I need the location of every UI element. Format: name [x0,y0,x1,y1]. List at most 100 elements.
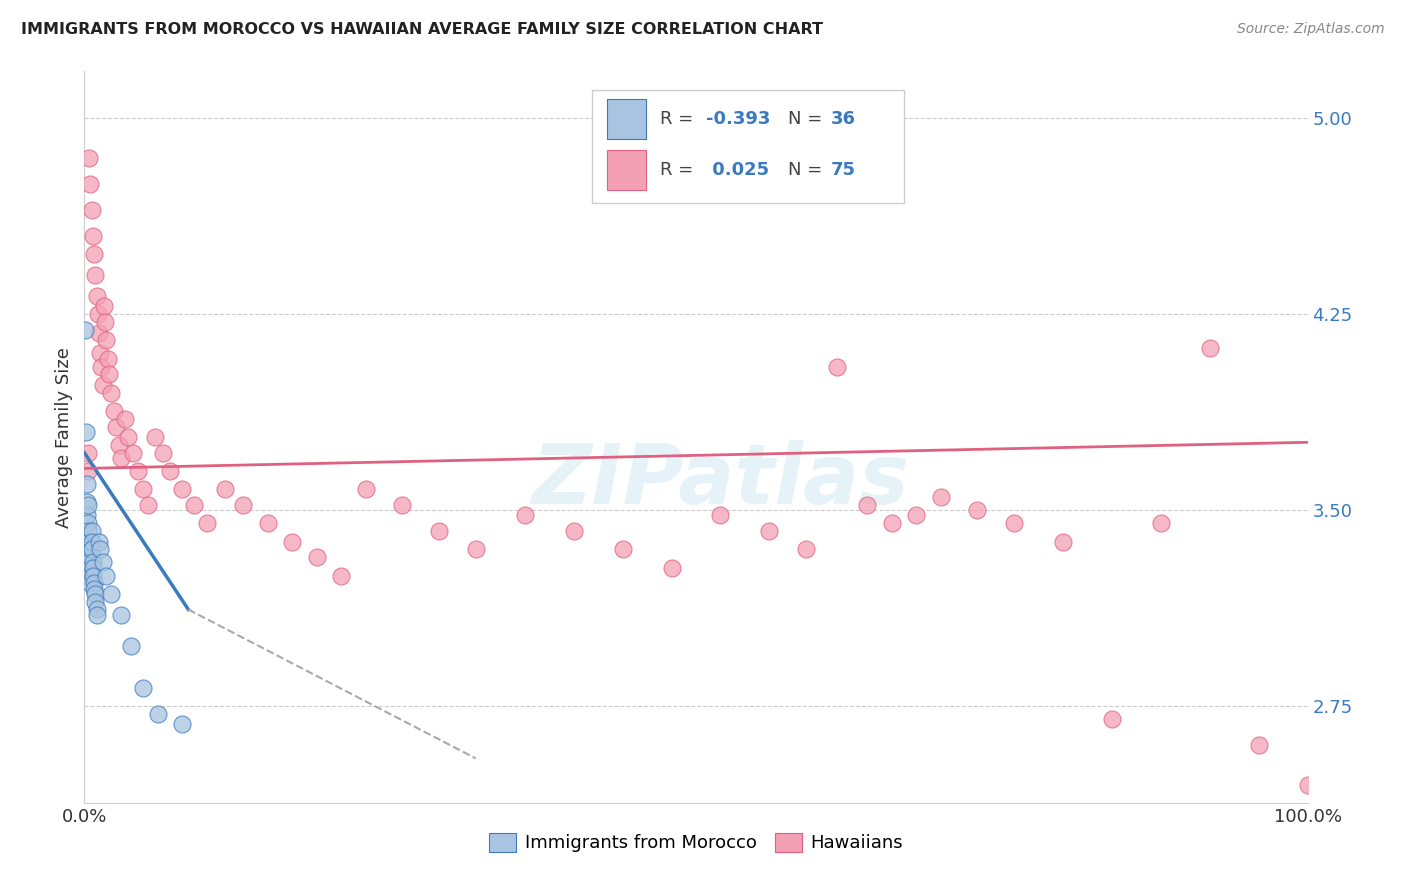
Point [513,508,536,523]
Text: 75: 75 [831,161,855,179]
Point [86,602,108,616]
Point [929,490,952,504]
Point [77,542,100,557]
Point [87,307,110,321]
Point [172,717,194,731]
Point [93,300,115,314]
Point [90,359,112,374]
Point [330,568,353,582]
Text: N =: N = [787,110,828,128]
Point [183,498,205,512]
Point [152,446,174,460]
Point [122,446,145,460]
Point [79,177,101,191]
Point [880,516,903,531]
Point [905,508,928,523]
Point [86,607,108,622]
Point [1150,516,1173,531]
Point [214,483,236,497]
Text: 0.025: 0.025 [706,161,769,179]
Point [77,151,100,165]
Point [96,568,118,582]
Point [464,542,486,557]
Text: Source: ZipAtlas.com: Source: ZipAtlas.com [1237,22,1385,37]
Point [966,503,988,517]
Point [94,315,117,329]
Point [107,438,129,452]
Text: R =: R = [661,110,700,128]
Point [77,498,100,512]
Bar [606,99,645,139]
Point [132,681,155,695]
Point [91,377,114,392]
Point [84,587,107,601]
Point [281,534,304,549]
Point [89,346,111,360]
Point [825,359,848,374]
Point [80,202,103,217]
Point [305,550,328,565]
Point [103,404,125,418]
Point [79,568,101,582]
Point [87,534,110,549]
Point [257,516,280,531]
Point [1002,516,1025,531]
Point [77,524,100,538]
Point [794,542,817,557]
Point [89,542,111,557]
Point [127,464,149,478]
Point [76,874,98,888]
Point [96,334,118,348]
Point [132,483,155,497]
Point [1198,341,1220,355]
Point [75,838,97,852]
Point [75,323,97,337]
Y-axis label: Average Family Size: Average Family Size [55,347,73,527]
Point [79,560,101,574]
Text: IMMIGRANTS FROM MOROCCO VS HAWAIIAN AVERAGE FAMILY SIZE CORRELATION CHART: IMMIGRANTS FROM MOROCCO VS HAWAIIAN AVER… [21,22,823,37]
Point [83,247,105,261]
Point [117,430,139,444]
Point [80,534,103,549]
Point [1247,739,1270,753]
Point [77,464,100,478]
Point [1296,778,1319,792]
Point [758,524,780,538]
Point [172,483,194,497]
Bar [606,150,645,190]
Point [100,385,122,400]
Point [97,351,120,366]
Point [87,326,110,340]
Point [84,594,107,608]
Point [427,524,450,538]
Text: ZIPatlas: ZIPatlas [531,441,910,522]
Point [86,289,108,303]
Point [612,542,634,557]
Point [82,228,104,243]
Point [80,524,103,538]
Point [76,495,98,509]
Point [232,498,254,512]
Point [105,419,128,434]
FancyBboxPatch shape [592,90,904,203]
Point [856,498,879,512]
Point [83,576,105,591]
Point [79,576,101,591]
Point [77,516,100,531]
Point [97,368,120,382]
Point [136,498,159,512]
Text: R =: R = [661,161,700,179]
Point [661,560,683,574]
Point [77,556,100,570]
Point [77,534,100,549]
Point [100,587,122,601]
Point [391,498,413,512]
Point [159,464,181,478]
Point [82,560,104,574]
Point [110,450,132,465]
Point [91,556,114,570]
Point [110,607,132,622]
Point [82,568,104,582]
Point [354,483,377,497]
Point [143,430,166,444]
